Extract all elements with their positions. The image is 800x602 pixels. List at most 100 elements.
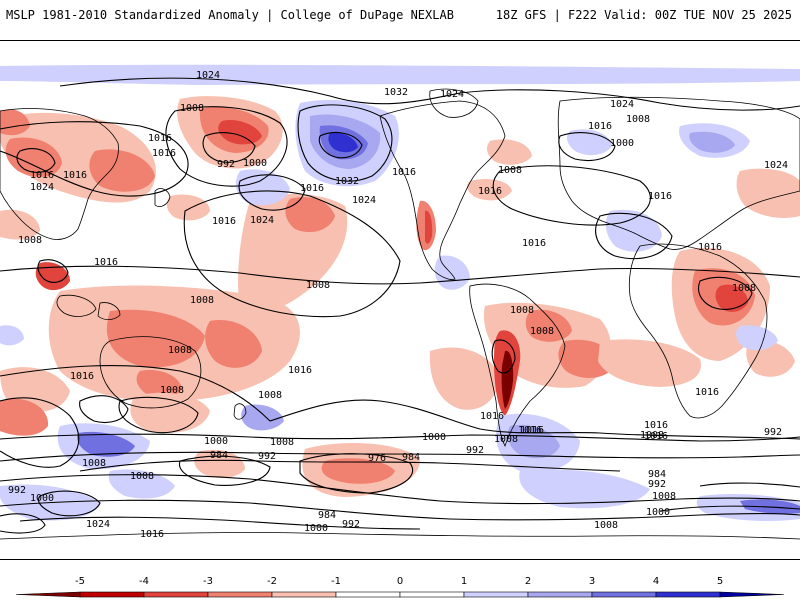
anomaly-field-neg (285, 196, 335, 233)
isobar-contour (183, 190, 401, 318)
colorbar-segment (143, 591, 209, 598)
colorbar-tick-label: 0 (397, 576, 403, 587)
isobar-label: 1008 (180, 103, 204, 114)
isobar-contour (0, 433, 800, 442)
isobar-contour (59, 77, 800, 111)
map-frame: 1024 1032 1024 1024 1008 1016 1016 1008 … (0, 40, 800, 560)
colorbar-segment (15, 591, 81, 598)
map-title: MSLP 1981-2010 Standardized Anomaly | Co… (6, 8, 454, 22)
isobar-label: 1024 (440, 89, 464, 100)
isobar-label: 1008 (270, 437, 294, 448)
isobar-label: 1000 (610, 138, 634, 149)
colorbar-tick-label: 1 (461, 576, 467, 587)
isobar-label: 1016 (698, 242, 722, 253)
isobar-label: 992 (8, 485, 26, 496)
colorbar-tick-label: -2 (267, 576, 277, 587)
isobar-label: 1016 (518, 425, 542, 436)
isobar-contour (79, 395, 129, 424)
coastline-eurasia (557, 96, 800, 250)
anomaly-field-neg (736, 168, 800, 218)
anomaly-field-neg (425, 210, 433, 244)
isobar-label: 1000 (30, 493, 54, 504)
isobar-contour (699, 482, 800, 488)
isobar-label: 1016 (148, 133, 172, 144)
isobar-label: 1016 (288, 365, 312, 376)
isobar-label: 1008 (130, 471, 154, 482)
isobar-label: 1016 (644, 431, 668, 442)
anomaly-field-pos (108, 469, 175, 499)
isobar-label: 1000 (304, 523, 328, 534)
isobar-contour (491, 339, 516, 374)
isobar-contour (0, 397, 80, 468)
isobar-label: 1016 (392, 167, 416, 178)
isobar-contour (0, 499, 800, 521)
coastline-greenland (429, 88, 479, 118)
isobar-label: 1008 (18, 235, 42, 246)
colorbar-segment (271, 591, 337, 598)
isobar-contour (558, 132, 616, 162)
header: MSLP 1981-2010 Standardized Anomaly | Co… (0, 0, 800, 30)
anomaly-field-pos (235, 169, 290, 206)
colorbar-segment (335, 591, 401, 598)
isobar-contour (0, 365, 800, 440)
positive-anomaly-fields (0, 64, 800, 521)
isobar-label: 1008 (732, 283, 756, 294)
colorbar-tick-label: -4 (139, 576, 149, 587)
anomaly-field-pos (736, 325, 778, 351)
isobar-label: 984 (318, 510, 336, 521)
isobar-label: 992 (764, 427, 782, 438)
isobar-contour (37, 259, 69, 283)
isobar-label: 1016 (300, 183, 324, 194)
isobar-label: 1016 (63, 170, 87, 181)
isobar-contour (165, 106, 288, 187)
anomaly-field-neg (501, 350, 514, 409)
anomaly-field-neg (130, 392, 210, 433)
isobar-label: 1032 (384, 87, 408, 98)
isobar-label: 1008 (258, 390, 282, 401)
coastline-maritime-continent (97, 302, 121, 321)
colorbar-boxes (15, 591, 785, 598)
anomaly-map: 1024 1032 1024 1024 1008 1016 1016 1008 … (0, 41, 800, 559)
isobar-label: 1016 (588, 121, 612, 132)
coastline-antarctica (0, 532, 800, 540)
coastline-maritime-continent (56, 294, 97, 317)
isobar-label: 1008 (306, 280, 330, 291)
isobar-contour (238, 174, 306, 211)
isobar-label: 1008 (498, 165, 522, 176)
isobar-label: 1024 (764, 160, 788, 171)
isobar-contour (19, 516, 421, 530)
anomaly-field-neg (321, 458, 395, 484)
anomaly-field-neg (0, 398, 49, 436)
anomaly-field-pos (0, 325, 24, 346)
isobar-label: 1008 (82, 458, 106, 469)
anomaly-field-neg (106, 309, 205, 368)
colorbar-segment (399, 591, 465, 598)
colorbar-segment (463, 591, 529, 598)
isobar-label: 1016 (30, 170, 54, 181)
coastline-asia-west (0, 108, 119, 240)
isobar-label: 1000 (422, 432, 446, 443)
colorbar-segment (527, 591, 593, 598)
isobar-label: 1016 (695, 387, 719, 398)
coastline-japan (154, 188, 171, 207)
isobar-contour (0, 451, 800, 462)
model-valid-time: 18Z GFS | F222 Valid: 00Z TUE NOV 25 202… (495, 8, 792, 22)
isobar-label: 1016 (152, 148, 176, 159)
isobar-label: 1016 (522, 238, 546, 249)
anomaly-field-pos (328, 132, 358, 153)
colorbar-segment (655, 591, 721, 598)
anomaly-field-neg (429, 347, 500, 410)
isobar-contour (37, 490, 101, 517)
anomaly-field-pos (77, 431, 135, 457)
isobar-label: 1008 (652, 491, 676, 502)
colorbar-tick-label: 3 (589, 576, 595, 587)
isobar-label: 1032 (335, 176, 359, 187)
isobar-contour (202, 132, 256, 163)
isobar-contour (318, 132, 363, 159)
isobar-label: 992 (258, 451, 276, 462)
anomaly-field-neg (89, 149, 155, 192)
isobar-labels: 1024 1032 1024 1024 1008 1016 1016 1008 … (8, 70, 788, 540)
anomaly-field-pos (519, 469, 650, 509)
isobar-label: 1016 (644, 420, 668, 431)
isobar-label: 1016 (212, 216, 236, 227)
